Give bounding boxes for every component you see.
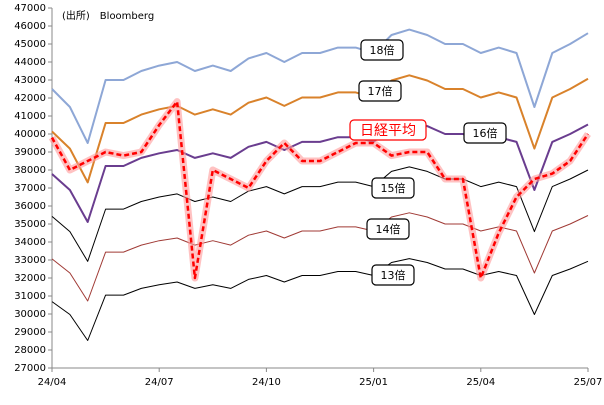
y-tick-label: 37000 [14, 183, 46, 194]
y-tick-label: 44000 [14, 57, 46, 68]
series-line [50, 100, 590, 280]
y-tick-label: 45000 [14, 39, 46, 50]
y-tick-label: 28000 [14, 345, 46, 356]
y-tick-label: 34000 [14, 237, 46, 248]
label-box [358, 80, 402, 102]
series-glow [48, 98, 591, 282]
label-box [371, 177, 415, 199]
y-tick-label: 47000 [14, 3, 46, 14]
series-label: 13倍 [381, 268, 406, 282]
series-label: 18倍 [370, 43, 395, 57]
x-tick-label: 25/07 [574, 377, 603, 388]
y-tick-label: 29000 [14, 327, 46, 338]
series-line [51, 28, 589, 144]
y-tick-label: 30000 [14, 309, 46, 320]
y-tick-label: 43000 [14, 75, 46, 86]
y-tick-label: 27000 [14, 363, 46, 374]
series-label: 15倍 [381, 181, 406, 195]
source-note: (出所) Bloomberg [62, 9, 154, 22]
y-tick-label: 40000 [14, 129, 46, 140]
series-label: 日経平均 [360, 123, 416, 139]
label-box [463, 122, 507, 144]
y-tick-label: 31000 [14, 291, 46, 302]
x-tick-label: 25/04 [466, 377, 495, 388]
series-line [51, 120, 589, 223]
y-tick-label: 42000 [14, 93, 46, 104]
series-label: 16倍 [473, 126, 498, 140]
label-box [360, 39, 404, 61]
y-tick-label: 38000 [14, 165, 46, 176]
series-label: 14倍 [376, 222, 401, 236]
x-tick-label: 25/01 [359, 377, 388, 388]
series-line [51, 258, 589, 341]
y-tick-label: 35000 [14, 219, 46, 230]
label-box [349, 119, 427, 141]
label-box [366, 218, 410, 240]
x-tick-label: 24/10 [252, 377, 281, 388]
series-line [51, 74, 589, 184]
y-tick-label: 32000 [14, 273, 46, 284]
series-line [51, 166, 589, 262]
y-tick-label: 41000 [14, 111, 46, 122]
y-tick-label: 33000 [14, 255, 46, 266]
y-tick-label: 46000 [14, 21, 46, 32]
series-label: 17倍 [368, 84, 393, 98]
x-tick-label: 24/07 [145, 377, 174, 388]
y-tick-label: 36000 [14, 201, 46, 212]
x-tick-label: 24/04 [38, 377, 67, 388]
series-line [51, 212, 589, 302]
label-box [371, 264, 415, 286]
y-tick-label: 39000 [14, 147, 46, 158]
